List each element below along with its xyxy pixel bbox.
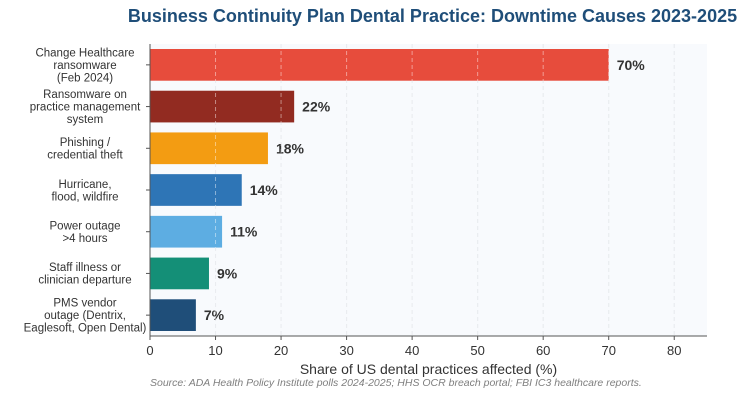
y-tick-label: Ransomware on practice management system (30, 89, 141, 126)
bar (150, 90, 295, 123)
value-label: 18% (276, 140, 305, 156)
bar (150, 299, 196, 331)
chart-title: Business Continuity Plan Dental Practice… (127, 6, 738, 26)
x-tick-label: 70 (601, 343, 615, 358)
x-tick-label: 80 (667, 343, 681, 358)
y-tick-label: Staff illness or clinician departure (38, 262, 131, 287)
value-label: 7% (204, 307, 225, 323)
y-tick-label: Power outage >4 hours (50, 220, 121, 245)
x-tick-label: 20 (274, 343, 288, 358)
x-axis-label: Share of US dental practices affected (%… (300, 361, 557, 377)
value-label: 9% (217, 265, 238, 281)
bar (150, 132, 268, 165)
y-tick-label: Phishing / credential theft (47, 137, 123, 162)
x-tick-label: 30 (339, 343, 353, 358)
x-tick-label: 50 (470, 343, 484, 358)
y-tick-label: Change Healthcare ransomware (Feb 2024) (35, 47, 134, 84)
value-label: 22% (302, 99, 331, 115)
source-note: Source: ADA Health Policy Institute poll… (150, 377, 642, 389)
x-tick-label: 0 (146, 343, 153, 358)
value-label: 70% (617, 57, 646, 73)
value-label: 14% (250, 182, 279, 198)
x-tick-label: 10 (208, 343, 222, 358)
value-label: 11% (230, 224, 258, 240)
y-tick-label: PMS vendor outage (Dentrix, Eaglesoft, Ope… (24, 298, 147, 335)
bar (150, 215, 223, 248)
x-tick-label: 60 (536, 343, 550, 358)
x-tick-label: 40 (405, 343, 419, 358)
bar (150, 174, 242, 206)
y-tick-label: Hurricane, flood, wildfire (51, 179, 118, 204)
bar (150, 49, 609, 81)
bar (150, 257, 209, 290)
